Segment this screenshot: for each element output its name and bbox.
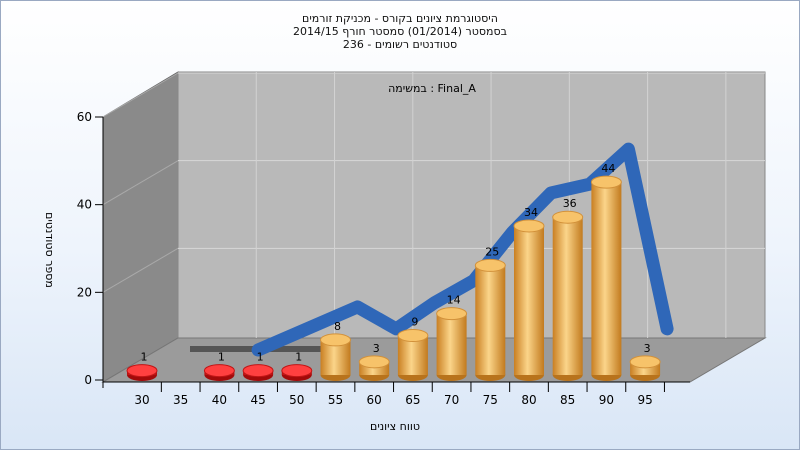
y-tick-label: 60	[77, 110, 92, 124]
y-axis-label: מספר סטודנטים	[43, 212, 56, 288]
data-label: 3	[373, 342, 380, 355]
x-tick-label: 65	[405, 393, 420, 407]
trend-ribbon	[190, 142, 674, 357]
bar	[514, 225, 544, 375]
data-label: 25	[485, 245, 499, 258]
x-tick-label: 75	[483, 393, 498, 407]
bar	[397, 335, 428, 375]
x-tick-label: 45	[250, 393, 265, 407]
bar-top	[242, 364, 274, 378]
chart-left-wall	[102, 71, 179, 383]
grid-lines	[102, 72, 765, 338]
bar-top	[281, 364, 313, 378]
chart-title-line-1: היסטוגרמת ציונים בקורס - מכניקת זורמים	[302, 12, 498, 25]
data-label: 14	[447, 294, 461, 307]
chart-title-line-3: סטודנטים רשומים - 236	[342, 38, 458, 51]
x-tick-label: 50	[289, 393, 304, 407]
y-tick-label: 20	[77, 285, 92, 299]
bar	[436, 313, 467, 375]
y-axis: 0 20 40 60	[77, 110, 104, 388]
x-axis-label: טווח ציונים	[370, 420, 420, 433]
data-label: 3	[644, 342, 651, 355]
bar-top	[590, 175, 622, 189]
data-label: 1	[295, 351, 302, 364]
trend-line	[251, 142, 674, 357]
data-label: 44	[601, 162, 615, 175]
bar	[591, 182, 622, 375]
x-tick-label: 70	[444, 393, 459, 407]
chart-floor	[101, 337, 767, 383]
x-axis: 30 35 40 45 50 55 60 65 70 75 80 85 90 95	[103, 381, 690, 407]
x-tick-label: 85	[560, 393, 575, 407]
x-tick-label: 90	[599, 393, 614, 407]
x-tick-label: 30	[134, 393, 149, 407]
data-label: 1	[257, 351, 264, 364]
bar-top	[552, 210, 584, 224]
data-label: 9	[411, 316, 418, 329]
bar-top	[126, 364, 158, 378]
bar-top	[397, 329, 429, 343]
x-tick-label: 35	[173, 393, 188, 407]
data-label: 1	[141, 351, 148, 364]
grid-line-side	[102, 160, 179, 206]
data-label: 36	[563, 197, 577, 210]
bar-top	[436, 307, 468, 321]
chart-title-line-2: בסמסטר (01/2014) סמסטר חורף 2014/15	[293, 25, 507, 38]
grid-line-side	[102, 72, 179, 118]
bar	[552, 217, 583, 375]
x-tick-label: 60	[367, 393, 382, 407]
x-tick-label: 80	[521, 393, 536, 407]
x-tick-label: 95	[637, 393, 652, 407]
data-label: 1	[218, 351, 225, 364]
bars-group	[126, 175, 661, 381]
data-label: 34	[524, 206, 538, 219]
bar-top	[203, 364, 235, 378]
data-labels: 1 1 1 1 8 3 9 14 25 34 36 44 3	[141, 162, 651, 363]
bar-top	[513, 219, 545, 233]
bar	[475, 265, 506, 375]
bar-top	[320, 333, 351, 347]
x-tick-label: 40	[212, 393, 227, 407]
bar-top	[629, 355, 661, 369]
x-tick-label: 55	[328, 393, 343, 407]
grid-line-side	[102, 247, 179, 293]
series-annotation: במשימה : Final_A	[388, 82, 476, 95]
y-tick-label: 0	[84, 373, 92, 387]
data-label: 8	[334, 320, 341, 333]
y-tick-label: 40	[77, 198, 92, 212]
bar-top	[358, 355, 390, 369]
bar-top	[474, 258, 506, 272]
chart-back-wall	[177, 71, 766, 339]
